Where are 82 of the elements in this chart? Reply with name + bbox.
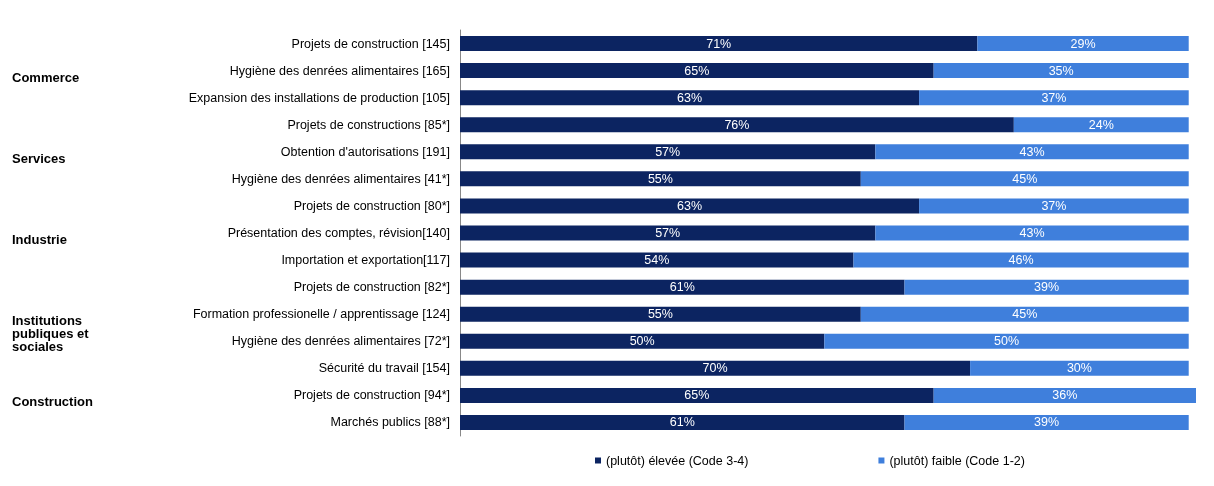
bar bbox=[919, 90, 1189, 106]
bar bbox=[460, 198, 920, 214]
y-tick-label: Formation professionelle / apprentissage [124] bbox=[192, 307, 450, 322]
bar bbox=[875, 144, 1189, 160]
data-label: 57% bbox=[655, 144, 681, 159]
y-tick-label: Obtention d'autorisations [191] bbox=[280, 144, 450, 159]
y-tick-label: Présentation des comptes, révision[140] bbox=[227, 226, 450, 240]
bar bbox=[460, 414, 905, 430]
data-label: 29% bbox=[1070, 36, 1096, 51]
data-label: 54% bbox=[644, 253, 670, 268]
data-label: 70% bbox=[702, 361, 728, 376]
bar bbox=[460, 306, 861, 322]
data-label: 55% bbox=[647, 171, 673, 186]
bar bbox=[460, 360, 971, 376]
data-label: 61% bbox=[669, 415, 695, 430]
data-label: 43% bbox=[1019, 226, 1045, 240]
bar bbox=[904, 279, 1189, 295]
data-label: 35% bbox=[1048, 63, 1074, 78]
data-label: 50% bbox=[994, 334, 1020, 349]
bar bbox=[875, 225, 1189, 241]
y-tick-label: Projets de construction [94*] bbox=[293, 388, 450, 403]
bar bbox=[860, 171, 1189, 187]
legend-label: (plutôt) élevée (Code 3-4) bbox=[606, 453, 749, 468]
bar bbox=[933, 63, 1189, 79]
y-tick-label: Projets de construction [80*] bbox=[293, 198, 450, 213]
bar bbox=[860, 306, 1189, 322]
bar bbox=[460, 144, 876, 160]
data-label: 24% bbox=[1088, 117, 1114, 132]
y-tick-label: Importation et exportation[117] bbox=[281, 253, 450, 268]
legend-label: (plutôt) faible (Code 1-2) bbox=[889, 453, 1025, 468]
bar bbox=[460, 90, 920, 106]
bar bbox=[824, 333, 1189, 349]
data-label: 37% bbox=[1041, 198, 1067, 213]
data-label: 55% bbox=[647, 307, 673, 322]
data-label: 43% bbox=[1019, 144, 1045, 159]
data-label: 46% bbox=[1008, 253, 1034, 268]
data-label: 45% bbox=[1012, 171, 1038, 186]
data-label: 45% bbox=[1012, 307, 1038, 322]
bar bbox=[970, 360, 1189, 376]
y-tick-label: Projets de construction [145] bbox=[291, 36, 450, 51]
data-label: 76% bbox=[724, 117, 750, 132]
bar bbox=[933, 387, 1196, 403]
y-tick-label: Hygiène des denrées alimentaires [72*] bbox=[231, 334, 450, 349]
y-tick-label: Expansion des installations de production [105] bbox=[188, 90, 450, 105]
data-label: 36% bbox=[1052, 388, 1078, 403]
text: Construction bbox=[12, 394, 93, 410]
y-tick-label: Marchés publics [88*] bbox=[330, 415, 450, 430]
text: Commerce bbox=[12, 69, 80, 85]
data-label: 65% bbox=[684, 63, 710, 78]
text: Institutions publiques et sociales bbox=[12, 313, 93, 355]
data-label: 63% bbox=[677, 90, 703, 105]
bar bbox=[460, 63, 934, 79]
y-tick-label: Sécurité du travail [154] bbox=[318, 361, 450, 376]
bar bbox=[1013, 117, 1189, 133]
bar bbox=[460, 225, 876, 241]
y-tick-label: Projets de constructions [85*] bbox=[287, 117, 450, 132]
bar bbox=[853, 252, 1189, 268]
bar bbox=[460, 36, 978, 52]
bar bbox=[460, 117, 1014, 133]
data-label: 37% bbox=[1041, 90, 1067, 105]
data-label: 61% bbox=[669, 280, 695, 295]
y-tick-label: Hygiène des denrées alimentaires [165] bbox=[229, 63, 450, 78]
data-label: 71% bbox=[706, 36, 732, 51]
data-label: 63% bbox=[677, 198, 703, 213]
data-label: 39% bbox=[1034, 280, 1060, 295]
text: Industrie bbox=[12, 232, 67, 247]
data-label: 30% bbox=[1066, 361, 1092, 376]
data-label: 50% bbox=[629, 334, 655, 349]
bar bbox=[460, 252, 854, 268]
y-tick-label: Hygiène des denrées alimentaires [41*] bbox=[231, 171, 450, 186]
data-label: 57% bbox=[655, 226, 681, 240]
bar bbox=[460, 171, 861, 187]
y-tick-label: Projets de construction [82*] bbox=[293, 280, 450, 295]
data-label: 65% bbox=[684, 388, 710, 403]
bar bbox=[460, 279, 905, 295]
text: Services bbox=[12, 150, 66, 166]
bar bbox=[460, 333, 825, 349]
bar bbox=[904, 414, 1189, 430]
bar bbox=[977, 36, 1189, 52]
bar bbox=[460, 387, 934, 403]
bar bbox=[919, 198, 1189, 214]
data-label: 39% bbox=[1034, 415, 1060, 430]
